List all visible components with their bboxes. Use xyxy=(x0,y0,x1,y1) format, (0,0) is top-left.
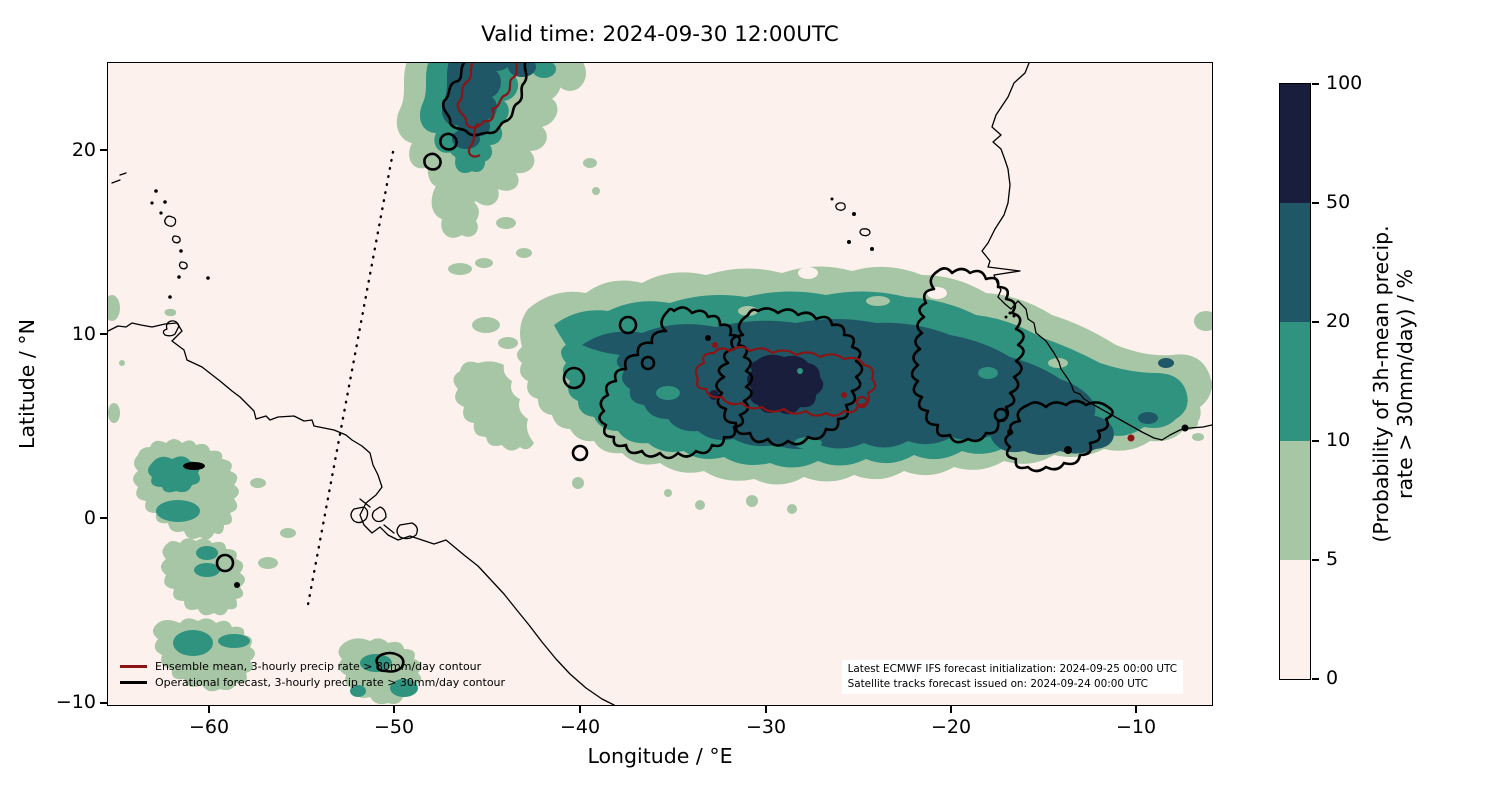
map-legend: Ensemble mean, 3-hourly precip rate > 30… xyxy=(118,658,505,690)
colorbar-axis-label: (Probability of 3h-mean precip. rate > 3… xyxy=(1369,84,1419,684)
colorbar-label-line1: (Probability of 3h-mean precip. xyxy=(1369,225,1393,543)
x-tick-label: −20 xyxy=(930,716,972,738)
y-axis-label: Latitude / °N xyxy=(15,319,39,449)
x-tick-label: −50 xyxy=(373,716,415,738)
legend-item-ensemble: Ensemble mean, 3-hourly precip rate > 30… xyxy=(118,658,505,674)
ensemble-contour-layer xyxy=(456,63,1135,442)
colorbar-tick-label: 5 xyxy=(1326,548,1339,570)
colorbar-segment-5-10 xyxy=(1280,441,1310,560)
y-tick-mark xyxy=(100,517,107,519)
colorbar-segment-0-5 xyxy=(1280,560,1310,679)
colorbar-tick-label: 50 xyxy=(1326,191,1351,213)
colorbar-label-line2: rate > 30mm/day) / % xyxy=(1393,269,1417,499)
colorbar-tick-mark xyxy=(1312,83,1319,85)
x-tick-mark xyxy=(1135,706,1137,713)
plot-title: Valid time: 2024-09-30 12:00UTC xyxy=(481,22,839,47)
colorbar-tick-label: 0 xyxy=(1326,667,1339,689)
y-tick-label: 20 xyxy=(71,139,96,161)
colorbar xyxy=(1279,83,1311,680)
map-canvas xyxy=(108,63,1212,705)
y-tick-label: −10 xyxy=(55,691,96,713)
x-tick-mark xyxy=(579,706,581,713)
x-tick-mark xyxy=(950,706,952,713)
x-tick-label: −40 xyxy=(559,716,601,738)
y-tick-mark xyxy=(100,702,107,704)
y-tick-mark xyxy=(100,149,107,151)
colorbar-tick-mark xyxy=(1312,559,1319,561)
precip-shading-layer xyxy=(108,63,1212,705)
y-tick-label: 0 xyxy=(83,507,96,529)
colorbar-tick-mark xyxy=(1312,440,1319,442)
map-plot-area: Ensemble mean, 3-hourly precip rate > 30… xyxy=(107,62,1213,706)
x-tick-label: −30 xyxy=(745,716,787,738)
forecast-init-text: Latest ECMWF IFS forecast initialization… xyxy=(847,663,1177,675)
y-tick-label: 10 xyxy=(71,323,96,345)
colorbar-tick-mark xyxy=(1312,321,1319,323)
colorbar-segment-50-100 xyxy=(1280,84,1310,203)
x-tick-mark xyxy=(765,706,767,713)
colorbar-tick-mark xyxy=(1312,202,1319,204)
colorbar-segment-10-20 xyxy=(1280,322,1310,441)
colorbar-tick-label: 10 xyxy=(1326,429,1351,451)
y-tick-mark xyxy=(100,333,107,335)
colorbar-tick-mark xyxy=(1312,678,1319,680)
coastline-layer xyxy=(108,63,1212,705)
operational-contour-swatch xyxy=(120,680,147,684)
colorbar-segment-20-50 xyxy=(1280,203,1310,322)
forecast-info-box: Latest ECMWF IFS forecast initialization… xyxy=(841,660,1183,695)
x-tick-label: −60 xyxy=(188,716,230,738)
x-tick-mark xyxy=(208,706,210,713)
x-tick-label: −10 xyxy=(1115,716,1157,738)
x-axis-label: Longitude / °E xyxy=(587,744,733,768)
operational-contour-layer xyxy=(183,63,1189,673)
legend-label-ensemble: Ensemble mean, 3-hourly precip rate > 30… xyxy=(155,659,482,673)
legend-item-operational: Operational forecast, 3-hourly precip ra… xyxy=(118,674,505,690)
colorbar-tick-label: 20 xyxy=(1326,310,1351,332)
satellite-issue-text: Satellite tracks forecast issued on: 202… xyxy=(847,678,1148,691)
ensemble-contour-swatch xyxy=(120,664,147,668)
satellite-track-line xyxy=(305,150,395,612)
x-tick-mark xyxy=(393,706,395,713)
colorbar-tick-label: 100 xyxy=(1326,72,1363,94)
legend-label-operational: Operational forecast, 3-hourly precip ra… xyxy=(155,675,506,689)
